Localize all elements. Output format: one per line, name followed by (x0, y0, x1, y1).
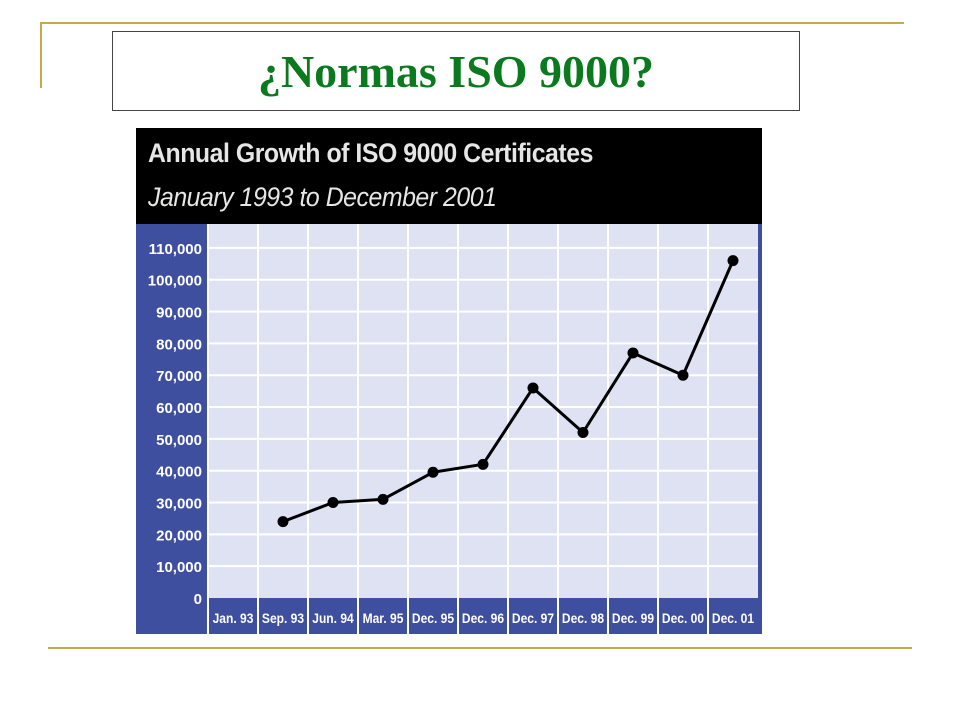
data-point (627, 347, 639, 359)
x-tick-label: Jun. 94 (312, 610, 354, 626)
x-tick-label: Dec. 95 (412, 610, 454, 626)
x-tick-label: Sep. 93 (262, 610, 304, 626)
data-point (477, 458, 489, 470)
plot-background (208, 224, 758, 598)
data-point (427, 466, 439, 478)
y-tick-label: 50,000 (156, 432, 202, 449)
x-tick-label: Jan. 93 (213, 610, 254, 626)
x-tick-label: Dec. 96 (462, 610, 504, 626)
y-tick-label: 100,000 (148, 273, 202, 290)
chart-header: Annual Growth of ISO 9000 Certificates J… (136, 128, 762, 224)
data-point (677, 369, 689, 381)
data-point (727, 255, 739, 267)
y-tick-label: 10,000 (156, 559, 202, 576)
data-point (377, 493, 389, 505)
x-tick-label: Dec. 00 (662, 610, 704, 626)
plot-area: 0 10,000 20,000 30,000 40,000 50,000 60,000 70,… (136, 224, 762, 634)
y-tick-label: 110,000 (149, 241, 202, 258)
slide-title: ¿Normas ISO 9000? (257, 45, 655, 97)
x-tick-label: Mar. 95 (363, 610, 404, 626)
y-tick-label: 60,000 (156, 400, 202, 417)
y-tick-label: 70,000 (156, 368, 202, 385)
x-axis-band (208, 598, 758, 634)
x-tick-label: Dec. 97 (512, 610, 554, 626)
chart-subtitle: January 1993 to December 2001 (148, 182, 497, 212)
data-point (527, 382, 539, 394)
y-tick-label: 90,000 (156, 305, 202, 322)
chart: Annual Growth of ISO 9000 Certificates J… (136, 128, 762, 634)
y-tick-label: 30,000 (156, 496, 202, 513)
bottom-accent-line (48, 647, 912, 649)
left-accent-line (40, 22, 42, 88)
y-tick-label: 0 (194, 591, 202, 608)
y-tick-label: 80,000 (156, 336, 202, 353)
top-accent-line (40, 22, 904, 24)
slide-title-box: ¿Normas ISO 9000? (112, 31, 800, 111)
data-point (577, 427, 589, 439)
y-tick-label: 40,000 (156, 464, 202, 481)
data-point (327, 497, 339, 509)
y-axis-band (136, 224, 208, 634)
y-tick-label: 20,000 (156, 527, 202, 544)
chart-title: Annual Growth of ISO 9000 Certificates (148, 138, 593, 168)
right-border (758, 224, 762, 634)
x-tick-label: Dec. 99 (612, 610, 654, 626)
x-tick-label: Dec. 01 (712, 610, 754, 626)
series-line (282, 260, 735, 524)
data-point (277, 516, 289, 528)
x-tick-label: Dec. 98 (562, 610, 604, 626)
